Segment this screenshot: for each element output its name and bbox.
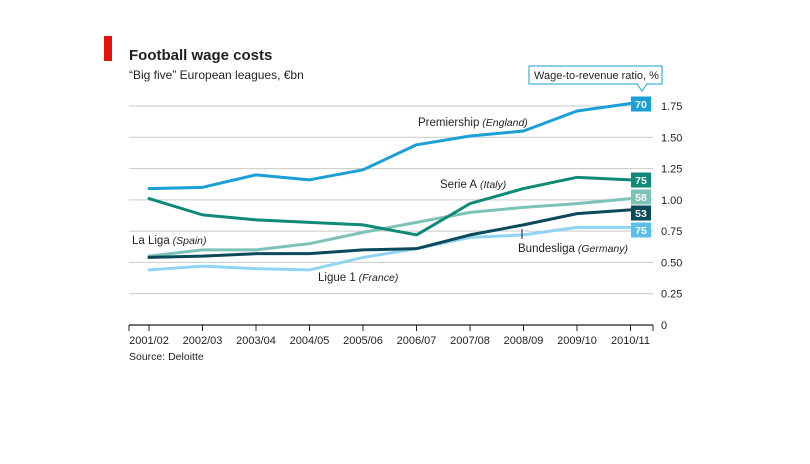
y-axis-ticks: 0 0.25 0.50 0.75 1.00 1.25 1.50 1.75	[661, 101, 682, 332]
series-label-ligue-1: Ligue 1 (France)	[318, 272, 398, 284]
x-tick-label: 2006/07	[397, 335, 437, 347]
series-line-la-liga	[147, 197, 632, 258]
series-label-serie-a: Serie A (Italy)	[440, 179, 506, 191]
x-tick-label: 2001/02	[129, 335, 169, 347]
source-note: Source: Deloitte	[129, 351, 204, 363]
x-tick-label: 2005/06	[343, 335, 383, 347]
x-tick-label: 2002/03	[183, 335, 223, 347]
series-label-la-liga: La Liga (Spain)	[132, 235, 207, 247]
series-label-premiership: Premiership (England)	[418, 117, 528, 129]
svg-text:58: 58	[635, 192, 647, 204]
svg-text:53: 53	[635, 208, 647, 220]
chart-title: Football wage costs	[129, 47, 272, 64]
svg-text:75: 75	[635, 175, 647, 187]
y-tick-label: 1.25	[661, 164, 682, 176]
svg-text:70: 70	[635, 99, 647, 111]
ratio-header-label: Wage-to-revenue ratio, %	[534, 70, 659, 82]
ratio-badge-serie-a: 75	[631, 172, 651, 188]
series-label-bundesliga: Bundesliga (Germany)	[518, 243, 628, 255]
y-tick-label: 0.50	[661, 257, 682, 269]
series-lines	[147, 101, 632, 272]
y-tick-label: 0.25	[661, 289, 682, 301]
ratio-badge-la-liga: 58	[631, 189, 651, 205]
y-tick-label: 0.75	[661, 226, 682, 238]
x-tick-label: 2007/08	[450, 335, 490, 347]
ratio-badge-ligue-1: 75	[631, 222, 651, 238]
x-tick-label: 2010/11	[611, 335, 650, 347]
y-tick-label: 1.00	[661, 195, 682, 207]
x-axis: 2001/02 2002/03 2003/04 2004/05 2005/06 2006/…	[128, 324, 654, 347]
chart-subtitle: “Big five” European leagues, €bn	[129, 68, 304, 82]
series-line-serie-a	[147, 175, 632, 237]
y-tick-label: 1.75	[661, 101, 682, 113]
x-tick-label: 2009/10	[557, 335, 597, 347]
ratio-badges: 70 75 58 53 75	[631, 96, 651, 238]
y-tick-label: 0	[661, 320, 667, 332]
series-line-ligue-1	[147, 225, 632, 272]
ratio-badge-bundesliga: 53	[631, 205, 651, 221]
series-line-bundesliga	[147, 208, 632, 259]
svg-text:75: 75	[635, 225, 647, 237]
ratio-header: Wage-to-revenue ratio, %	[528, 65, 663, 92]
y-tick-label: 1.50	[661, 132, 682, 144]
series-labels: Premiership (England) Serie A (Italy) La L…	[132, 117, 628, 284]
series-line-premiership	[147, 101, 632, 191]
x-tick-label: 2004/05	[290, 335, 330, 347]
x-tick-label: 2008/09	[504, 335, 544, 347]
ratio-badge-premiership: 70	[631, 96, 651, 112]
x-tick-label: 2003/04	[236, 335, 276, 347]
accent-bar	[104, 36, 112, 61]
